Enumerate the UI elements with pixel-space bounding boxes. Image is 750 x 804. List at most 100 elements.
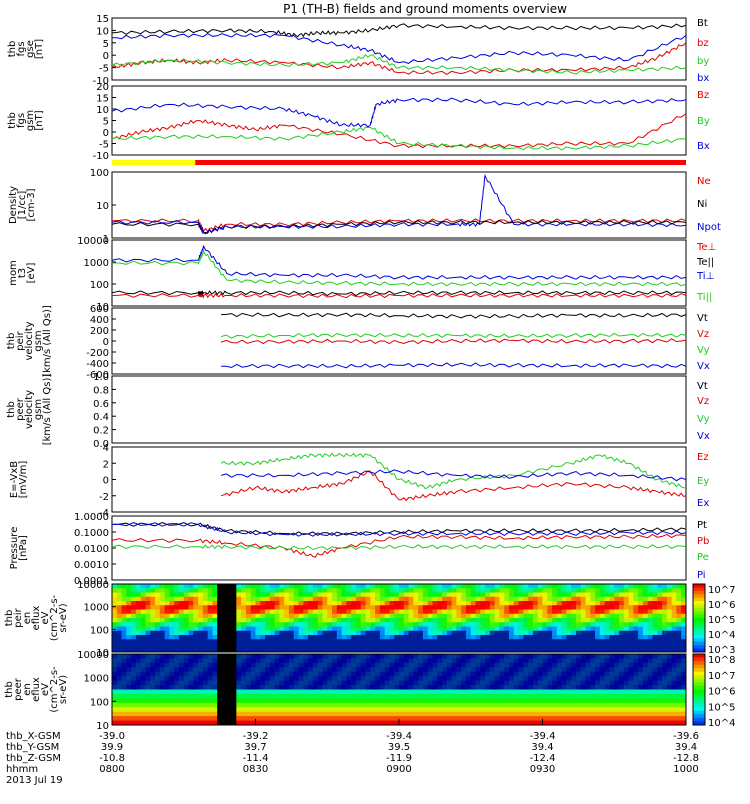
spectrogram-cell	[284, 601, 290, 606]
spectrogram-cell	[164, 596, 170, 602]
spectrogram-cell	[465, 693, 472, 699]
spectrogram-cell	[375, 618, 381, 623]
spectrogram-cell	[164, 702, 170, 708]
spectrogram-cell	[207, 654, 213, 659]
spectrogram-cell	[379, 662, 386, 668]
spectrogram-cell	[666, 658, 673, 664]
spectrogram-cell	[183, 601, 190, 606]
spectrogram-cell	[528, 584, 534, 589]
spectrogram-cell	[475, 693, 481, 699]
spectrogram-cell	[494, 707, 500, 713]
spectrogram-cell	[532, 676, 539, 682]
spectrogram-cell	[145, 707, 151, 713]
spectrogram-cell	[456, 658, 462, 664]
spectrogram-cell	[652, 630, 658, 636]
spectrogram-cell	[671, 613, 677, 619]
spectrogram-cell	[288, 618, 295, 623]
spectrogram-cell	[298, 584, 304, 589]
spectrogram-cell	[274, 680, 280, 686]
spectrogram-cell	[351, 601, 357, 606]
spectrogram-cell	[241, 647, 247, 653]
spectrogram-cell	[394, 654, 400, 659]
spectrogram-cell	[336, 584, 343, 589]
spectrogram-cell	[198, 693, 204, 699]
spectrogram-cell	[609, 592, 615, 598]
spectrogram-cell	[437, 592, 443, 598]
spectrogram-cell	[432, 654, 438, 659]
spectrogram-cell	[370, 584, 376, 589]
colorbar-cell	[693, 693, 705, 698]
spectrogram-cell	[513, 605, 520, 610]
y-tick-label: 100	[90, 280, 109, 291]
spectrogram-cell	[394, 643, 400, 649]
spectrogram-cell	[112, 720, 118, 726]
spectrogram-cell	[513, 639, 520, 644]
spectrogram-cell	[585, 635, 591, 640]
spectrogram-cell	[418, 707, 424, 713]
spectrogram-cell	[260, 613, 266, 619]
spectrogram-cell	[145, 635, 151, 640]
spectrogram-cell	[178, 716, 185, 722]
spectrogram-cell	[623, 630, 630, 636]
ephemeris-value: 1000	[673, 764, 698, 775]
legend-entry: Bx	[697, 141, 710, 152]
spectrogram-cell	[619, 707, 625, 713]
spectrogram-cell	[422, 596, 429, 602]
spectrogram-cell	[442, 622, 448, 627]
y-tick-label: 2	[103, 459, 109, 470]
spectrogram-cell	[427, 622, 433, 627]
spectrogram-cell	[595, 667, 601, 673]
spectrogram-cell	[308, 720, 314, 726]
spectrogram-cell	[332, 613, 338, 619]
spectrogram-cell	[442, 667, 448, 673]
spectrogram-cell	[379, 716, 386, 722]
spectrogram-cell	[537, 671, 543, 677]
spectrogram-cell	[245, 618, 252, 623]
spectrogram-cell	[403, 643, 410, 649]
spectrogram-cell	[317, 605, 323, 610]
spectrogram-cell	[231, 702, 237, 708]
spectrogram-cell	[623, 720, 630, 726]
spectrogram-cell	[279, 689, 285, 695]
y-tick-label: 10000	[77, 580, 109, 591]
spectrogram-cell	[379, 667, 386, 673]
spectrogram-cell	[241, 626, 247, 632]
colorbar-cell	[693, 685, 705, 690]
spectrogram-cell	[279, 711, 285, 717]
spectrogram-cell	[638, 702, 644, 708]
spectrogram-cell	[518, 596, 524, 602]
spectrogram-cell	[112, 707, 118, 713]
spectrogram-cell	[202, 689, 209, 695]
spectrogram-cell	[164, 716, 170, 722]
spectrogram-cell	[537, 654, 543, 659]
spectrogram-cell	[308, 667, 314, 673]
spectrogram-cell	[370, 676, 376, 682]
spectrogram-cell	[245, 654, 252, 659]
spectrogram-cell	[461, 626, 467, 632]
spectrogram-cell	[322, 592, 328, 598]
spectrogram-cell	[217, 639, 223, 644]
spectrogram-cell	[446, 662, 453, 668]
spectrogram-cell	[274, 654, 280, 659]
spectrogram-cell	[298, 601, 304, 606]
spectrogram-cell	[135, 596, 142, 602]
spectrogram-cell	[193, 592, 199, 598]
spectrogram-cell	[418, 680, 424, 686]
spectrogram-cell	[159, 635, 166, 640]
spectrogram-cell	[298, 639, 304, 644]
spectrogram-cell	[351, 698, 357, 704]
spectrogram-cell	[312, 643, 319, 649]
spectrogram-cell	[528, 720, 534, 726]
panel-frame-0	[111, 17, 687, 81]
spectrogram-cell	[461, 702, 467, 708]
spectrogram-cell	[274, 630, 280, 636]
spectrogram-cell	[279, 592, 285, 598]
spectrogram-cell	[159, 643, 166, 649]
spectrogram-cell	[375, 707, 381, 713]
spectrogram-cell	[298, 671, 304, 677]
spectrogram-cell	[174, 596, 180, 602]
spectrogram-cell	[188, 693, 194, 699]
spectrogram-cell	[561, 643, 567, 649]
spectrogram-cell	[217, 702, 223, 708]
y-tick-label: 10	[96, 26, 109, 37]
